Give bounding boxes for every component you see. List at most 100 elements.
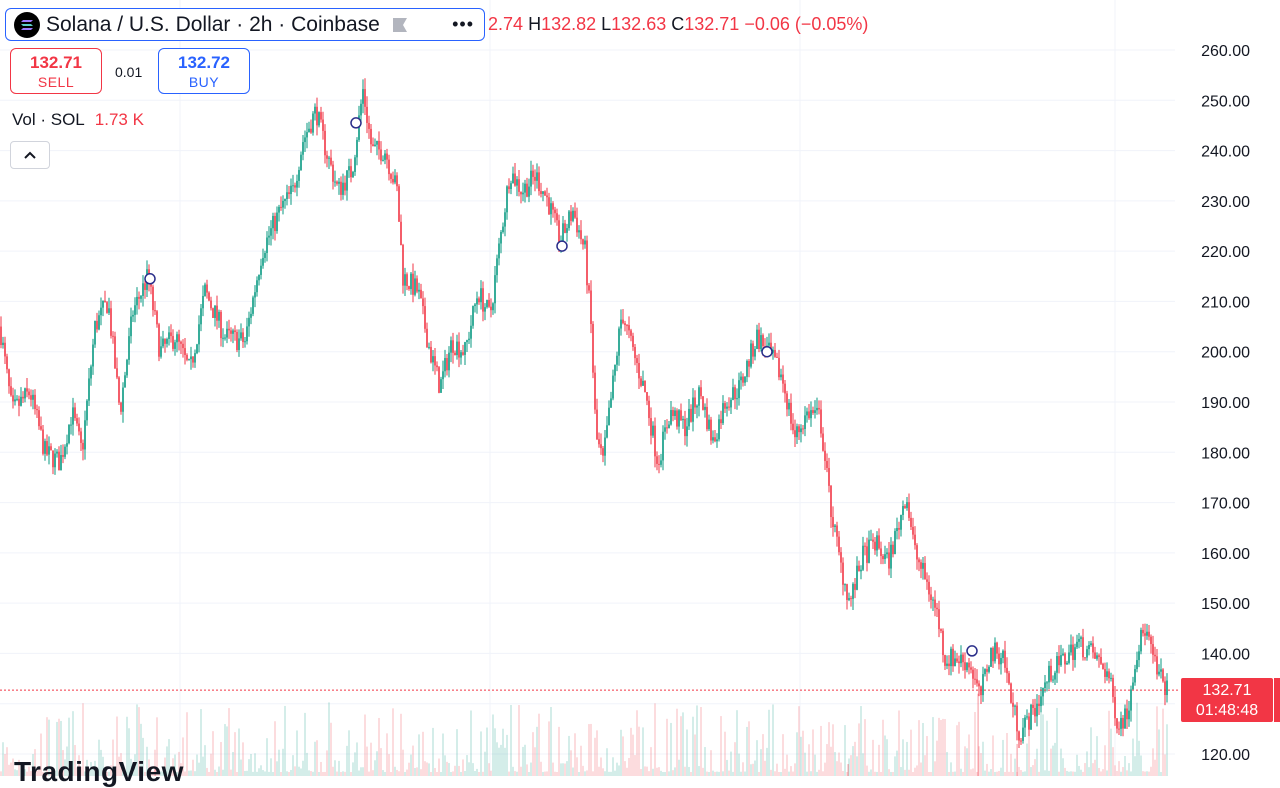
volume-bar — [36, 770, 38, 776]
candle-body — [26, 388, 28, 392]
volume-bar — [228, 708, 230, 776]
volume-bar — [1130, 771, 1132, 776]
candle-body — [884, 554, 886, 560]
candle-body — [1146, 631, 1148, 636]
candle-body — [170, 332, 172, 337]
candle-body — [1118, 728, 1120, 730]
price-tick-label: 230.00 — [1201, 194, 1250, 211]
volume-bar — [582, 765, 584, 776]
candle-body — [718, 419, 720, 440]
flag-icon[interactable] — [392, 17, 408, 32]
candle-body — [750, 343, 752, 367]
candle-body — [30, 395, 32, 400]
volume-bar — [504, 747, 506, 776]
candle-body — [1134, 669, 1136, 683]
collapse-legend-button[interactable] — [10, 141, 50, 169]
volume-bar — [30, 771, 32, 776]
candle-body — [1112, 677, 1114, 697]
volume-bar — [552, 762, 554, 776]
candle-body — [874, 541, 876, 551]
volume-bar — [944, 719, 946, 776]
volume-bar — [270, 758, 272, 776]
volume-bar — [848, 758, 850, 776]
candle-body — [340, 181, 342, 195]
candle-body — [780, 374, 782, 378]
volume-spike — [154, 769, 156, 776]
volume-bar — [1152, 748, 1154, 776]
open-value: 2.74 — [488, 14, 524, 34]
candle-body — [144, 283, 146, 290]
candle-body — [532, 170, 534, 177]
volume-bar — [620, 729, 622, 776]
volume-bar — [1162, 708, 1164, 776]
candle-body — [1106, 671, 1108, 677]
more-options-icon[interactable]: ••• — [452, 14, 474, 34]
volume-bar — [860, 706, 862, 776]
volume-bar — [782, 734, 784, 776]
volume-bar — [962, 771, 964, 776]
candle-body — [46, 441, 48, 455]
volume-bar — [536, 726, 538, 776]
candle-body — [616, 355, 618, 365]
volume-bar — [628, 757, 630, 776]
candle-body — [608, 407, 610, 426]
volume-bar — [1160, 771, 1162, 776]
volume-bar — [796, 732, 798, 776]
candle-body — [1042, 688, 1044, 697]
volume-bar — [48, 719, 50, 776]
candle-body — [580, 230, 582, 240]
candle-body — [356, 139, 358, 158]
volume-bar — [712, 770, 714, 776]
candle-body — [614, 364, 616, 376]
event-marker-icon — [144, 273, 156, 285]
candle-body — [464, 342, 466, 355]
candle-body — [142, 283, 144, 296]
volume-bar — [560, 763, 562, 776]
volume-bar — [54, 771, 56, 776]
volume-bar — [24, 769, 26, 776]
volume-bar — [74, 745, 76, 776]
candle-body — [690, 408, 692, 422]
candle-body — [66, 443, 68, 447]
candle-body — [54, 453, 56, 468]
volume-bar — [294, 766, 296, 776]
candle-body — [470, 325, 472, 339]
candle-body — [320, 112, 322, 120]
volume-bar — [934, 761, 936, 776]
candle-body — [132, 314, 134, 317]
price-axis[interactable]: 120.00130.00140.00150.00160.00170.00180.… — [1201, 43, 1250, 764]
volume-bar — [718, 771, 720, 776]
candle-body — [832, 517, 834, 527]
volume-bar — [1064, 767, 1066, 776]
sell-button[interactable]: 132.71 SELL — [10, 48, 102, 94]
candle-body — [250, 313, 252, 318]
volume-bar — [856, 756, 858, 776]
candle-body — [120, 402, 122, 412]
candle-body — [954, 658, 956, 667]
buy-button[interactable]: 132.72 BUY — [158, 48, 250, 94]
candle-body — [480, 288, 482, 303]
candle-body — [1072, 644, 1074, 660]
volume-bar — [884, 735, 886, 776]
volume-bar — [392, 708, 394, 776]
volume-bar — [250, 754, 252, 776]
volume-bar — [1132, 738, 1134, 776]
volume-bar — [638, 726, 640, 776]
candle-body — [800, 428, 802, 433]
symbol-search-box[interactable]: Solana / U.S. Dollar · 2h · Coinbase ••• — [5, 8, 485, 41]
candle-body — [976, 679, 978, 684]
volume-bar — [286, 771, 288, 776]
candle-body — [1048, 665, 1050, 683]
volume-bar — [498, 747, 500, 776]
volume-bar — [1088, 767, 1090, 776]
candle-body — [772, 349, 774, 353]
volume-bar — [990, 769, 992, 776]
candle-body — [354, 157, 356, 172]
candle-body — [254, 292, 256, 298]
candle-body — [924, 562, 926, 580]
candle-body — [418, 289, 420, 292]
candle-body — [620, 319, 622, 329]
volume-bar — [1054, 742, 1056, 776]
candle-body — [928, 581, 930, 595]
